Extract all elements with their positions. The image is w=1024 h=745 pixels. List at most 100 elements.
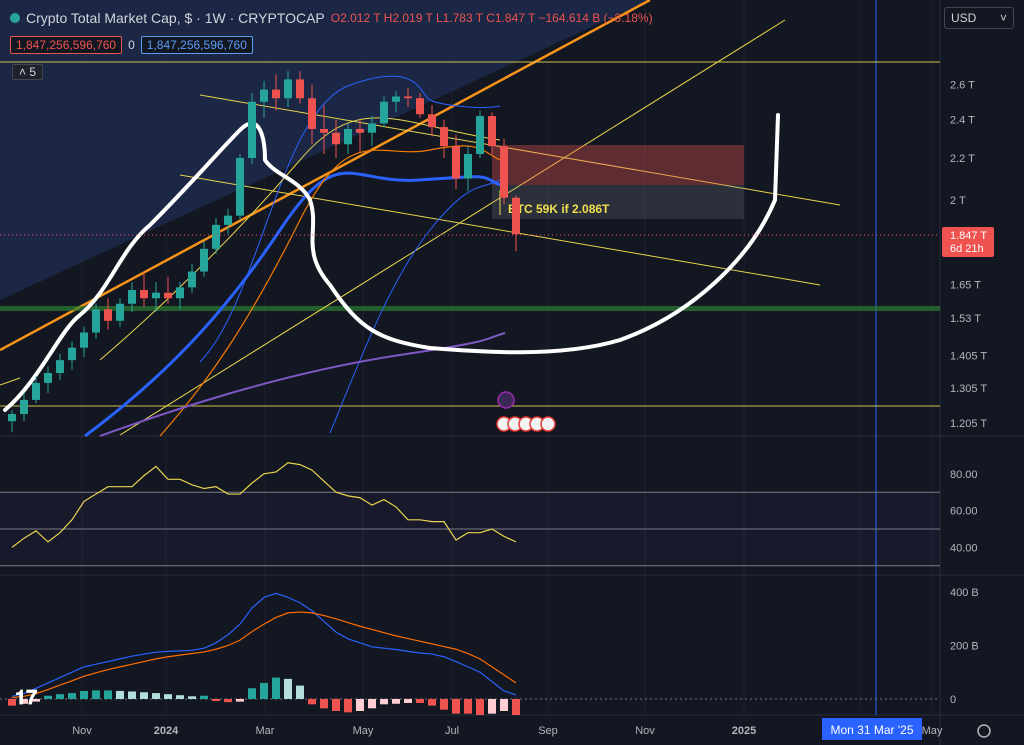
candle-body [224, 215, 232, 225]
macd-histogram-bar [68, 693, 76, 699]
candle-body [176, 287, 184, 299]
macd-histogram-bar [344, 698, 352, 713]
macd-histogram-bar [308, 698, 316, 705]
bid-value[interactable]: 1,847,256,596,760 [10, 36, 123, 54]
macd-histogram-bar [140, 692, 148, 699]
macd-histogram-bar [44, 695, 52, 699]
annotation-label: BTC 59K if 2.086T [508, 202, 610, 216]
candle-body [116, 303, 124, 321]
candle-body [512, 197, 520, 235]
tradingview-logo-icon: 𝟏𝟕 [15, 687, 37, 709]
candle-body [332, 132, 340, 145]
macd-histogram-bar [296, 685, 304, 699]
price-tick-label: 1.205 T [950, 418, 987, 430]
candle-body [56, 360, 64, 374]
macd-histogram-bar [452, 698, 460, 714]
time-tick-label: Jul [445, 725, 459, 737]
macd-histogram-bar [380, 698, 388, 705]
candle-body [476, 116, 484, 155]
macd-histogram-bar [128, 691, 136, 699]
rsi-line [11, 462, 517, 548]
rsi-tick-label: 60.00 [950, 506, 978, 518]
macd-histogram-bar [416, 698, 424, 703]
last-price-badge [942, 227, 994, 258]
price-tick-label: 1.65 T [950, 280, 981, 292]
channel-line-upper [199, 94, 841, 206]
orange-trendline [0, 0, 651, 352]
candle-body [272, 89, 280, 99]
price-tick-label: 2.4 T [950, 115, 975, 127]
macd-histogram-bar [212, 698, 220, 702]
macd-histogram-bar [152, 693, 160, 699]
candle-body [428, 114, 436, 128]
macd-histogram-bar [236, 698, 244, 702]
candle-body [356, 128, 364, 133]
macd-signal-line [11, 611, 517, 699]
time-tick-label: May [353, 725, 374, 737]
candle-body [188, 271, 196, 288]
support-zone-green [0, 306, 940, 311]
price-tick-label: 2.6 T [950, 79, 975, 91]
candle-body [32, 382, 40, 400]
currency-select[interactable]: USD ˅ [944, 7, 1014, 29]
macd-histogram-bar [104, 690, 112, 699]
macd-tick-label: 0 [950, 694, 956, 706]
candle-body [248, 101, 256, 159]
time-tick-label: Mar [256, 725, 275, 737]
bb-lower-line [329, 179, 501, 434]
time-tick-label: Nov [72, 725, 92, 737]
macd-histogram-bar [428, 698, 436, 706]
macd-tick-label: 200 B [950, 641, 979, 653]
candle-body [440, 127, 448, 147]
macd-line [11, 592, 517, 697]
status-dot-icon [10, 13, 20, 23]
crosshair-date-badge [822, 718, 922, 740]
macd-histogram-bar [500, 698, 508, 711]
macd-histogram-bar [32, 698, 40, 702]
candle-body [368, 123, 376, 133]
currency-label: USD [951, 11, 977, 25]
candle-body [44, 373, 52, 383]
gear-icon[interactable] [977, 724, 991, 738]
candle-body [404, 96, 412, 99]
macd-histogram-bar [8, 698, 16, 706]
macd-histogram-bar [92, 690, 100, 699]
candle-body [200, 248, 208, 272]
candle-body [344, 128, 352, 145]
candle-body [152, 292, 160, 299]
candle-body [212, 224, 220, 249]
target-box [492, 185, 744, 219]
ma-purple-line [99, 332, 506, 437]
symbol-title[interactable]: Crypto Total Market Cap, $ · 1W · CRYPTO… [26, 10, 325, 26]
macd-histogram-bar [488, 698, 496, 714]
price-boxes: 1,847,256,596,760 0 1,847,256,596,760 [10, 36, 253, 54]
candle-body [308, 98, 316, 129]
rising-trendline [119, 19, 786, 436]
indicators-collapse-button[interactable]: ˄ 5 [12, 64, 44, 80]
resistance-box [492, 145, 744, 185]
macd-histogram-bar [176, 695, 184, 699]
candle-body [140, 290, 148, 299]
macd-histogram-bar [272, 677, 280, 699]
macd-histogram-bar [224, 698, 232, 703]
candle-body [452, 146, 460, 179]
channel-fill [0, 0, 650, 300]
macd-histogram-bar [164, 694, 172, 699]
chart-legend: Crypto Total Market Cap, $ · 1W · CRYPTO… [10, 10, 653, 26]
candle-body [392, 96, 400, 102]
macd-histogram-bar [320, 698, 328, 709]
macd-tick-label: 400 B [950, 587, 979, 599]
ask-value[interactable]: 1,847,256,596,760 [140, 36, 253, 54]
bb-upper-line [199, 75, 501, 363]
ohlc-values: O2.012 T H2.019 T L1.783 T C1.847 T −164… [330, 11, 653, 25]
rsi-tick-label: 40.00 [950, 542, 978, 554]
time-tick-label: 2024 [154, 725, 179, 737]
spread-value: 0 [128, 38, 135, 52]
candle-body [488, 116, 496, 147]
macd-histogram-bar [188, 696, 196, 699]
macd-histogram-bar [476, 698, 484, 715]
candle-body [416, 98, 424, 115]
candle-body [20, 399, 28, 414]
price-tick-label: 1.305 T [950, 383, 987, 395]
